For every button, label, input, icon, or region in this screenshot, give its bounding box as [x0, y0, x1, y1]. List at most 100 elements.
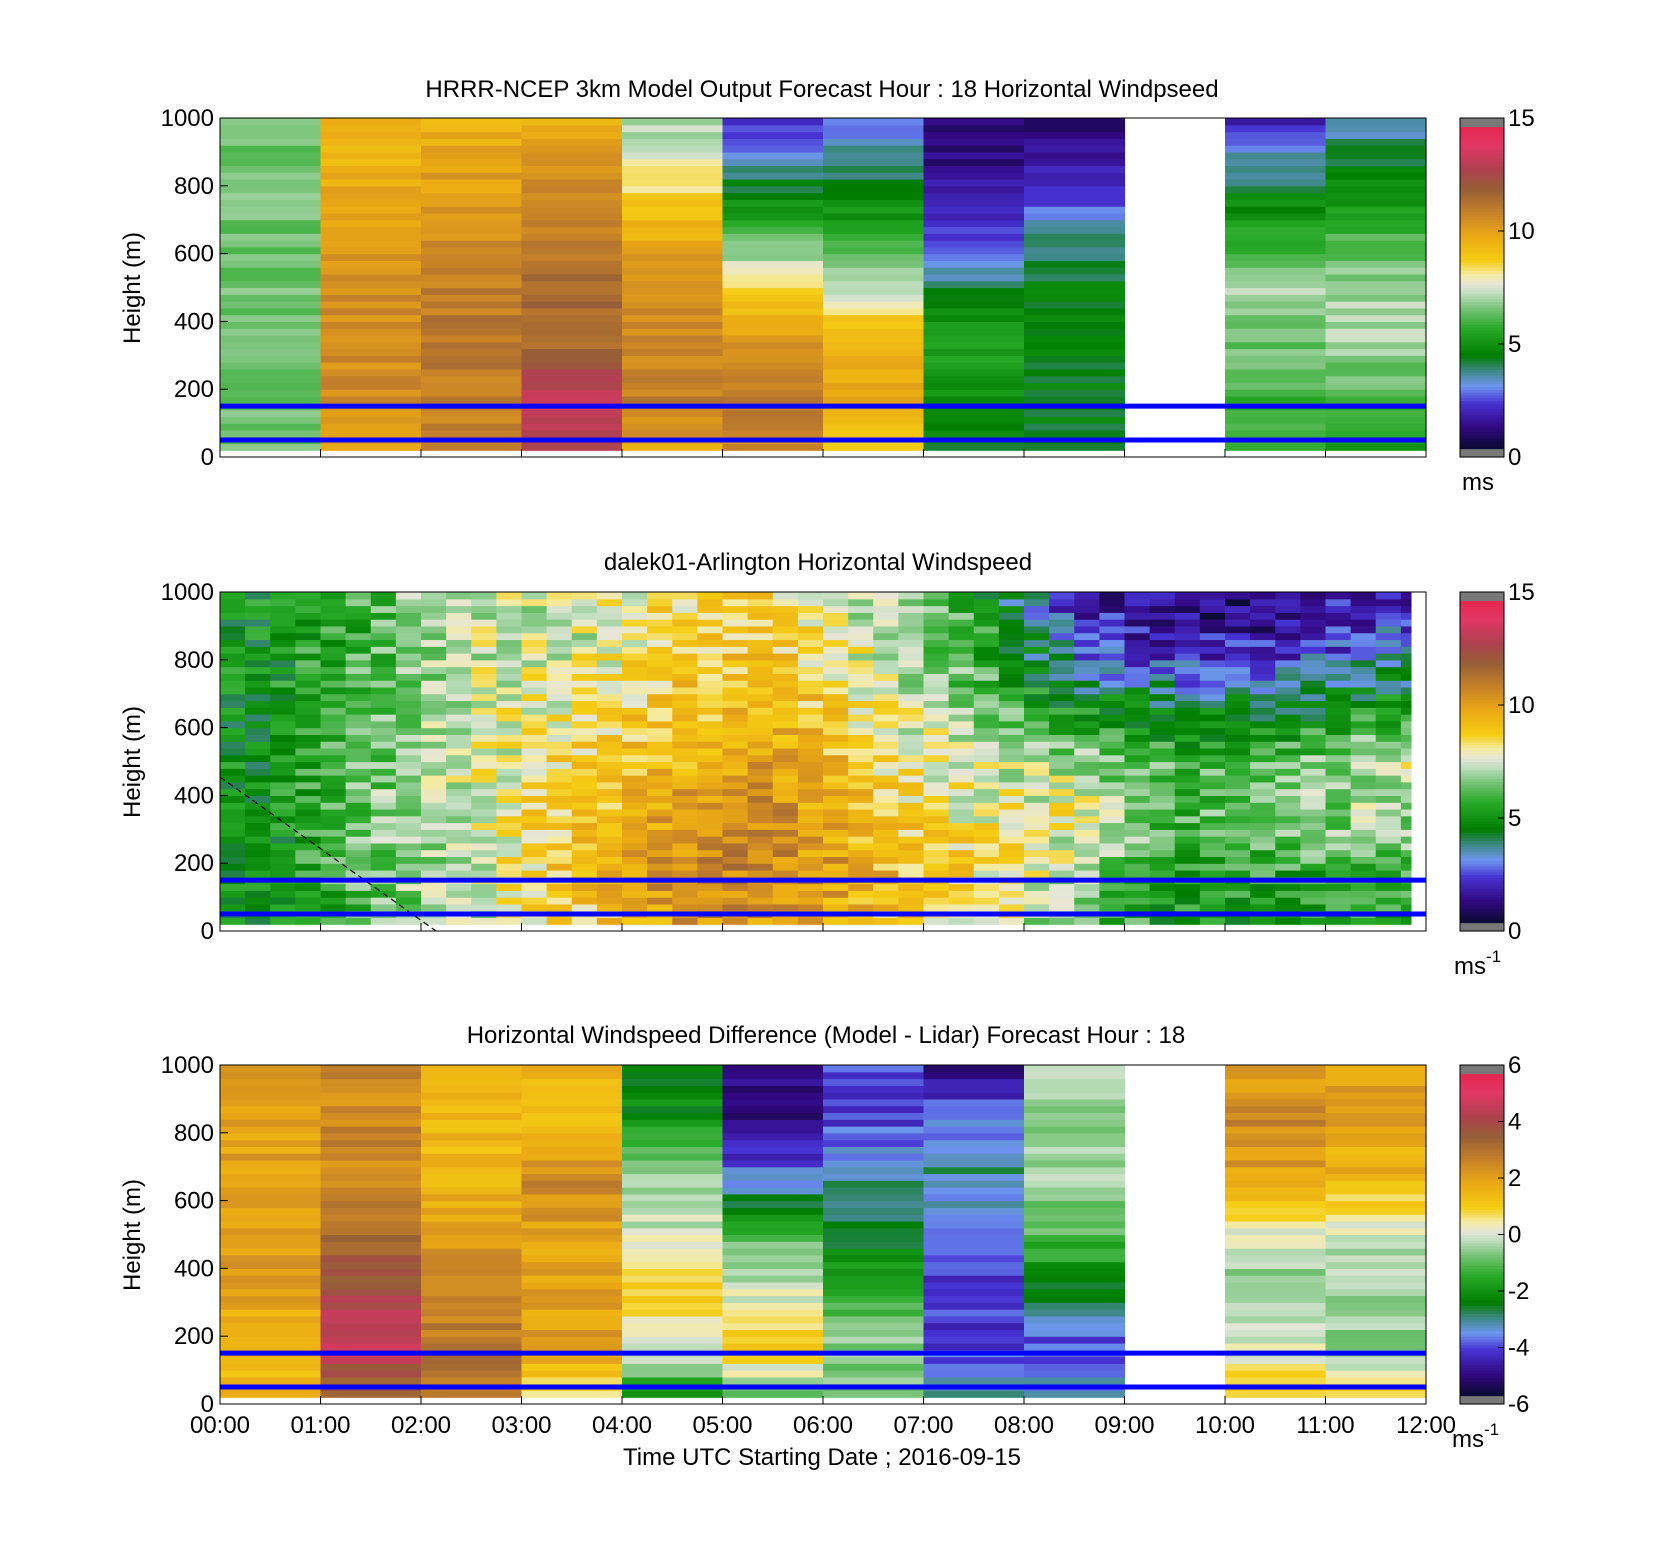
heatmap-cell [1199, 761, 1226, 769]
heatmap-cell [546, 788, 573, 796]
heatmap-cell [923, 1159, 1025, 1168]
heatmap-cell [1149, 747, 1176, 756]
heatmap-cell [873, 829, 899, 837]
heatmap-cell [421, 802, 447, 810]
colorbar-segment [1460, 1175, 1504, 1179]
heatmap-cell [320, 1275, 422, 1283]
heatmap-cell [320, 1281, 422, 1290]
heatmap-cell [1024, 334, 1126, 343]
heatmap-cell [295, 680, 322, 688]
heatmap-cell [1225, 1390, 1327, 1398]
heatmap-cell [421, 1248, 523, 1256]
heatmap-cell [1099, 734, 1126, 742]
heatmap-cell [1275, 653, 1301, 661]
heatmap-cell [370, 795, 397, 803]
heatmap-cell [1174, 714, 1201, 722]
heatmap-cell [923, 1207, 1025, 1215]
heatmap-cell [948, 808, 975, 817]
colorbar-segment [1460, 129, 1504, 133]
heatmap-cell [1174, 734, 1201, 742]
colorbar-segment [1460, 137, 1504, 142]
heatmap-cell [1275, 707, 1301, 715]
heatmap-cell [521, 321, 623, 329]
heatmap-cell [873, 754, 899, 763]
heatmap-cell [823, 219, 925, 228]
heatmap-cell [1225, 382, 1327, 390]
heatmap-cell [722, 1302, 824, 1310]
heatmap-cell [797, 775, 824, 783]
heatmap-cell [672, 727, 698, 735]
heatmap-cell [1325, 781, 1352, 790]
heatmap-cell [320, 1166, 422, 1175]
heatmap-cell [1300, 863, 1327, 871]
heatmap-cell [747, 727, 774, 735]
heatmap-cell [873, 646, 899, 654]
colorbar-segment [1460, 437, 1504, 441]
heatmap-cell [521, 619, 548, 627]
heatmap-cell [320, 1159, 422, 1168]
heatmap-cell [1099, 903, 1126, 912]
heatmap-cell [1149, 869, 1176, 878]
heatmap-cell [446, 842, 472, 851]
heatmap-cell [622, 815, 648, 824]
heatmap-cell [496, 754, 523, 763]
heatmap-cell [521, 1288, 623, 1297]
heatmap-cell [1225, 1234, 1327, 1242]
heatmap-cell [1124, 869, 1151, 878]
heatmap-cell [245, 788, 271, 796]
heatmap-cell [697, 802, 724, 810]
heatmap-cell [1099, 632, 1126, 641]
colorbar-segment [1460, 640, 1504, 644]
heatmap-cell [697, 625, 724, 634]
heatmap-cell [1225, 795, 1251, 803]
heatmap-cell [220, 917, 246, 925]
heatmap-cell [622, 362, 724, 370]
heatmap-cell [697, 605, 724, 613]
heatmap-cell [998, 917, 1025, 925]
heatmap-cell [471, 734, 497, 742]
heatmap-cell [1250, 768, 1276, 776]
colorbar-tick-label: 10 [1508, 218, 1535, 245]
colorbar-segment [1460, 369, 1504, 373]
heatmap-cell [471, 605, 497, 613]
heatmap-cell [1199, 632, 1226, 641]
heatmap-cell [1275, 768, 1301, 776]
heatmap-cell [220, 1119, 322, 1127]
colorbar-segment [1460, 614, 1504, 619]
heatmap-cell [220, 382, 322, 390]
heatmap-cell [421, 219, 523, 228]
heatmap-cell [722, 301, 824, 309]
heatmap-cell [496, 795, 523, 803]
heatmap-cell [1325, 185, 1427, 194]
heatmap-cell [471, 808, 497, 817]
heatmap-cell [521, 890, 548, 898]
heatmap-cell [797, 646, 824, 654]
heatmap-cell [421, 429, 523, 438]
heatmap-cell [496, 836, 523, 844]
heatmap-cell [1225, 409, 1327, 417]
heatmap-cell [697, 598, 724, 607]
heatmap-cell [571, 639, 598, 647]
colorbar-segment [1460, 205, 1504, 209]
colorbar-segment [1460, 301, 1504, 306]
heatmap-cell [245, 795, 271, 803]
heatmap-cell [220, 1268, 322, 1276]
heatmap-cell [471, 646, 497, 654]
heatmap-cell [797, 802, 824, 810]
colorbar-segment [1460, 321, 1504, 325]
heatmap-cell [320, 1356, 422, 1364]
heatmap-cell [622, 1390, 724, 1398]
heatmap-cell [1199, 653, 1226, 661]
heatmap-cell [1325, 1078, 1427, 1086]
heatmap-cell [1099, 707, 1126, 715]
heatmap-cell [848, 612, 874, 620]
heatmap-cell [622, 1200, 724, 1208]
heatmap-cell [1149, 849, 1176, 858]
heatmap-cell [345, 768, 372, 776]
heatmap-cell [622, 849, 648, 858]
heatmap-cell [1024, 389, 1126, 397]
heatmap-cell [295, 734, 322, 742]
heatmap-cell [923, 1322, 1025, 1331]
heatmap-cell [823, 1065, 925, 1073]
heatmap-cell [1400, 836, 1412, 844]
